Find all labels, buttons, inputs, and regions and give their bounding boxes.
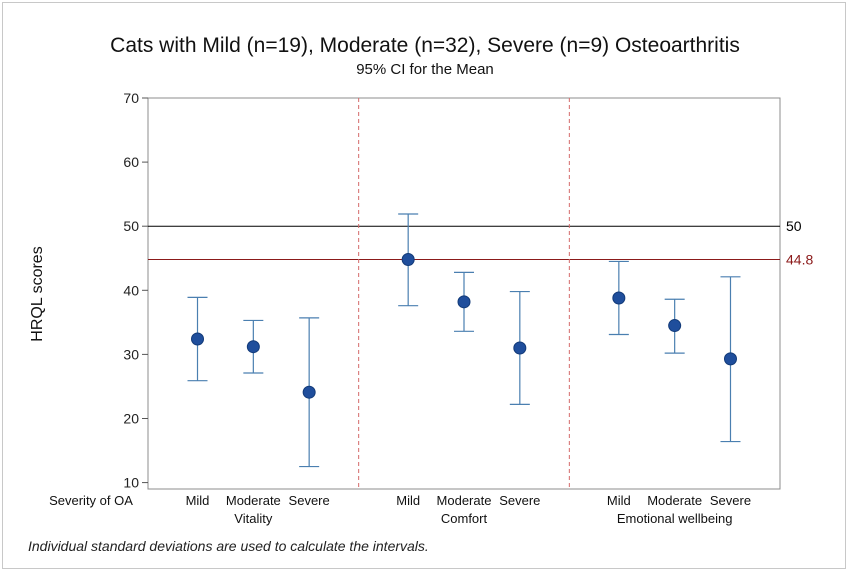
category-label: Severe [710,493,751,508]
y-tick-label: 20 [123,410,139,426]
y-tick-label: 10 [123,475,139,491]
group-label: Vitality [234,511,273,526]
mean-point [723,352,737,366]
y-tick-label: 40 [123,282,139,298]
category-label: Severe [499,493,540,508]
mean-point [302,385,316,399]
category-label: Mild [396,493,420,508]
category-label: Mild [607,493,631,508]
mean-point [191,332,205,346]
y-tick-label: 60 [123,154,139,170]
y-tick-label: 30 [123,346,139,362]
mean-point [246,340,260,354]
y-tick-label: 50 [123,218,139,234]
footnote: Individual standard deviations are used … [28,538,429,554]
chart-title: Cats with Mild (n=19), Moderate (n=32), … [110,34,740,57]
category-label: Moderate [647,493,702,508]
category-label: Severe [289,493,330,508]
y-tick-label: 70 [123,90,139,106]
mean-point [612,291,626,305]
mean-point [457,295,471,309]
x-row-label: Severity of OA [49,493,133,508]
group-label: Comfort [441,511,488,526]
y-axis-label: HRQL scores [29,246,46,341]
group-label: Emotional wellbeing [617,511,733,526]
reference-line-label: 50 [786,218,802,234]
mean-point [513,341,527,355]
category-label: Mild [186,493,210,508]
plot-area [147,97,781,490]
mean-point [668,319,682,333]
chart-subtitle: 95% CI for the Mean [356,61,494,78]
mean-point [401,253,415,267]
category-label: Moderate [437,493,492,508]
category-label: Moderate [226,493,281,508]
reference-line-label: 44.8 [786,252,813,268]
